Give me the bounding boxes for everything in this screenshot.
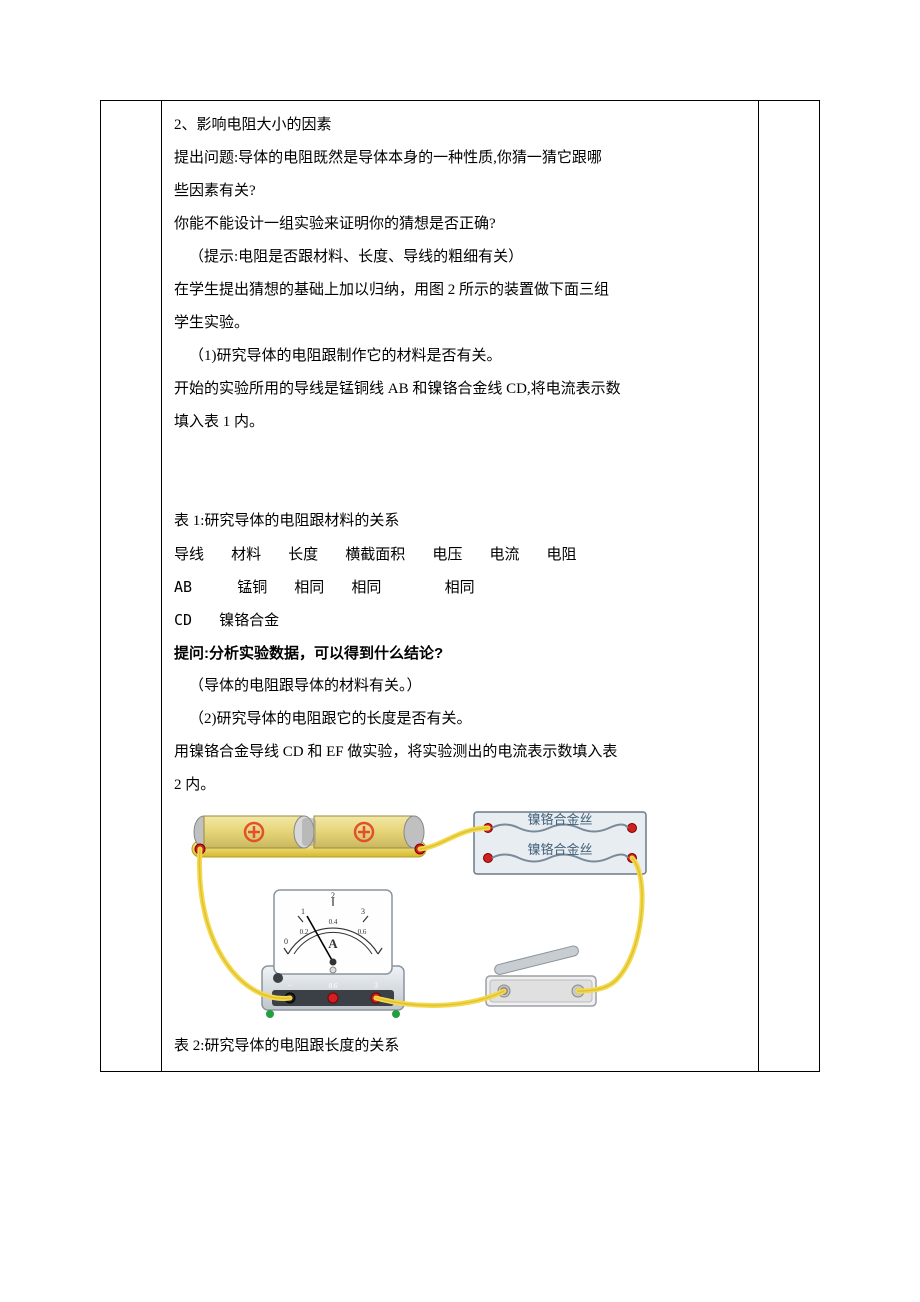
svg-text:0.6: 0.6 (329, 982, 338, 990)
svg-text:2: 2 (331, 891, 335, 900)
right-margin-cell (759, 101, 819, 1071)
wire-label-bottom: 镍铬合金丝 (527, 842, 592, 857)
table1-header-row: 导线 材料 长度 横截面积 电压 电流 电阻 (174, 538, 746, 571)
table1-caption: 表 1:研究导体的电阻跟材料的关系 (174, 505, 746, 538)
page: 2、影响电阻大小的因素 提出问题:导体的电阻既然是导体本身的一种性质,你猜一猜它… (0, 0, 920, 1132)
blank-line-1 (174, 439, 746, 472)
analysis-question: 提问:分析实验数据，可以得到什么结论? (174, 637, 746, 670)
answer-1: （导体的电阻跟导体的材料有关。） (174, 670, 746, 703)
exp2-desc-line1: 用镍铬合金导线 CD 和 EF 做实验，将实验测出的电流表示数填入表 (174, 736, 746, 769)
main-cell: 2、影响电阻大小的因素 提出问题:导体的电阻既然是导体本身的一种性质,你猜一猜它… (162, 101, 759, 1071)
svg-text:−: − (288, 981, 293, 990)
ammeter-unit: A (328, 936, 338, 951)
svg-text:3: 3 (361, 907, 365, 916)
content-frame: 2、影响电阻大小的因素 提出问题:导体的电阻既然是导体本身的一种性质,你猜一猜它… (100, 100, 820, 1072)
switch-icon (486, 945, 596, 1006)
circuit-diagram: 镍铬合金丝 镍铬合金丝 (174, 806, 654, 1026)
battery-icon (192, 816, 426, 857)
resistor-panel: 镍铬合金丝 镍铬合金丝 (474, 812, 646, 874)
table2-caption: 表 2:研究导体的电阻跟长度的关系 (174, 1030, 746, 1063)
question-intro-line1: 提出问题:导体的电阻既然是导体本身的一种性质,你猜一猜它跟哪 (174, 142, 746, 175)
exp1-desc-line1: 开始的实验所用的导线是锰铜线 AB 和镍铬合金线 CD,将电流表示数 (174, 373, 746, 406)
question-intro-line2: 些因素有关? (174, 175, 746, 208)
svg-text:0.2: 0.2 (300, 928, 309, 936)
design-prompt: 你能不能设计一组实验来证明你的猜想是否正确? (174, 208, 746, 241)
svg-text:0.4: 0.4 (329, 918, 338, 926)
hint-line: （提示:电阻是否跟材料、长度、导线的粗细有关） (174, 241, 746, 274)
left-margin-cell (101, 101, 162, 1071)
induction-line2: 学生实验。 (174, 307, 746, 340)
svg-text:0.6: 0.6 (358, 928, 367, 936)
blank-line-2 (174, 472, 746, 505)
induction-line1: 在学生提出猜想的基础上加以归纳，用图 2 所示的装置做下面三组 (174, 274, 746, 307)
svg-text:3: 3 (374, 981, 378, 990)
exp2-title: （2)研究导体的电阻跟它的长度是否有关。 (174, 703, 746, 736)
svg-text:1: 1 (301, 907, 305, 916)
section-2-heading: 2、影响电阻大小的因素 (174, 109, 746, 142)
exp1-desc-line2: 填入表 1 内。 (174, 406, 746, 439)
table1-row-cd: CD 镍铬合金 (174, 604, 746, 637)
svg-text:0: 0 (284, 937, 288, 946)
exp2-desc-line2: 2 内。 (174, 769, 746, 802)
wire-label-top: 镍铬合金丝 (527, 812, 592, 827)
table1-row-ab: AB 锰铜 相同 相同 相同 (174, 571, 746, 604)
exp1-title: （1)研究导体的电阻跟制作它的材料是否有关。 (174, 340, 746, 373)
